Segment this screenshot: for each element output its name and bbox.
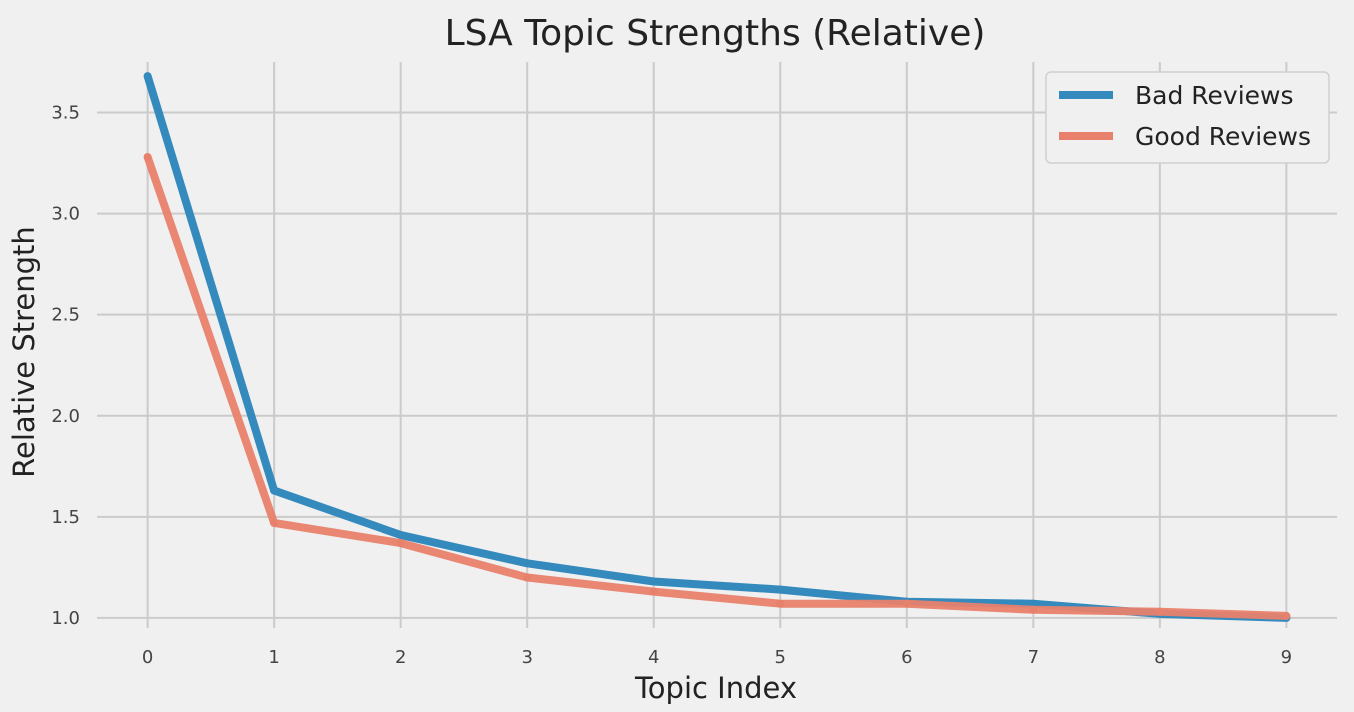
data-point <box>396 539 405 548</box>
data-point <box>776 599 785 608</box>
data-point <box>649 577 658 586</box>
data-point <box>1155 607 1164 616</box>
data-point <box>776 585 785 594</box>
legend-box <box>1045 71 1330 164</box>
y-tick-label: 3.0 <box>51 204 80 225</box>
x-tick-label: 4 <box>648 647 659 668</box>
legend-label: Bad Reviews <box>1135 81 1294 110</box>
y-tick-label: 2.5 <box>51 305 80 326</box>
y-axis-label: Relative Strength <box>7 226 41 478</box>
y-tick-label: 2.0 <box>51 406 80 427</box>
data-point <box>523 573 532 582</box>
x-tick-label: 7 <box>1028 647 1039 668</box>
data-point <box>143 72 152 81</box>
series-line-1 <box>143 155 1287 620</box>
legend: Bad Reviews Good Reviews <box>1045 71 1330 164</box>
data-point <box>270 486 279 495</box>
data-point <box>270 518 279 527</box>
x-axis-label: Topic Index <box>634 671 797 705</box>
data-point <box>1282 611 1291 620</box>
y-tick-label: 1.0 <box>51 608 80 629</box>
x-tick-label: 2 <box>395 647 406 668</box>
data-point <box>902 599 911 608</box>
y-tick-label: 1.5 <box>51 507 80 528</box>
data-point <box>143 153 152 161</box>
chart-title: LSA Topic Strengths (Relative) <box>445 13 986 54</box>
x-tick-label: 9 <box>1281 647 1292 668</box>
x-tick-labels: 0 1 2 3 4 5 6 7 8 9 <box>142 647 1292 668</box>
y-tick-labels: 1.0 1.5 2.0 2.5 3.0 3.5 <box>51 103 80 629</box>
data-point <box>649 587 658 596</box>
series-lines <box>143 72 1291 622</box>
x-tick-label: 3 <box>521 647 532 668</box>
x-tick-label: 1 <box>268 647 279 668</box>
data-point <box>1029 605 1038 614</box>
x-tick-label: 6 <box>901 647 912 668</box>
y-tick-label: 3.5 <box>51 103 80 124</box>
legend-label: Good Reviews <box>1135 122 1311 151</box>
x-tick-label: 0 <box>142 647 153 668</box>
x-tick-label: 5 <box>775 647 786 668</box>
data-point <box>396 531 405 539</box>
data-point <box>523 559 532 568</box>
x-tick-label: 8 <box>1154 647 1165 668</box>
